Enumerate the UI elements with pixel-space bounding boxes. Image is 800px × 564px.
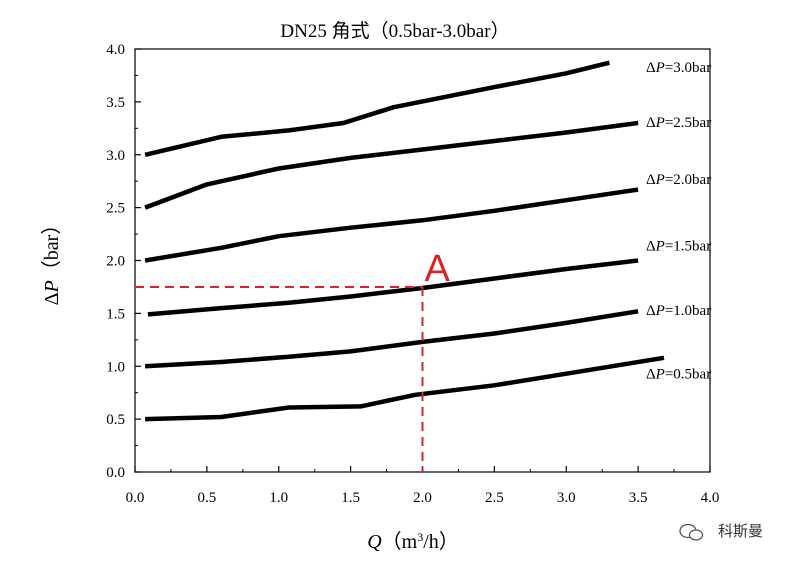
y-tick-label: 2.0 xyxy=(106,254,125,270)
series-line xyxy=(144,120,639,210)
y-tick-label: 1.5 xyxy=(106,306,125,322)
x-tick-label: 0.0 xyxy=(126,490,145,506)
y-tick-label: 0.0 xyxy=(106,465,125,481)
chart-title: DN25 角式（0.5bar-3.0bar） xyxy=(280,20,509,42)
x-tick-label: 3.0 xyxy=(557,490,576,506)
x-tick-label: 2.5 xyxy=(485,490,504,506)
x-tick-label: 2.0 xyxy=(413,490,432,506)
annotation-group: A xyxy=(135,248,451,472)
wechat-icon xyxy=(679,523,704,541)
series-line xyxy=(145,355,665,422)
y-tick-label: 4.0 xyxy=(106,42,125,58)
x-tick-label: 3.5 xyxy=(629,490,648,506)
series-line xyxy=(144,60,610,157)
y-tick-label: 3.5 xyxy=(106,95,125,111)
series-label: ΔP=3.0bar xyxy=(646,60,711,76)
axis-ticks: 0.0 0.5 1.0 1.5 2.0 2.5 3.0 3.5 4.0 0.0 0.5 1.0 1.5 2… xyxy=(106,42,719,506)
series-label: ΔP=2.5bar xyxy=(646,115,711,131)
series-group xyxy=(144,60,665,422)
watermark: 科斯曼 xyxy=(679,522,763,541)
y-axis-title: ΔP（bar） xyxy=(40,215,63,306)
x-axis-title: Q（m3/h） xyxy=(367,530,459,553)
series-label: ΔP=1.0bar xyxy=(646,303,711,319)
series-line xyxy=(144,187,639,263)
y-tick-label: 3.0 xyxy=(106,148,125,164)
x-tick-label: 0.5 xyxy=(198,490,217,506)
x-tick-label: 4.0 xyxy=(701,490,720,506)
series-label: ΔP=2.0bar xyxy=(646,172,711,188)
y-tick-label: 0.5 xyxy=(106,412,125,428)
series-line xyxy=(144,309,639,369)
y-tick-label: 2.5 xyxy=(106,201,125,217)
x-tick-label: 1.5 xyxy=(341,490,360,506)
series-label: ΔP=1.5bar xyxy=(646,239,711,255)
y-tick-label: 1.0 xyxy=(106,359,125,375)
x-tick-label: 1.0 xyxy=(269,490,288,506)
watermark-text: 科斯曼 xyxy=(718,522,763,540)
series-labels: ΔP=0.5bar ΔP=1.0bar ΔP=1.5bar ΔP=2.0bar ΔP=2… xyxy=(646,60,711,383)
annotation-label: A xyxy=(425,248,451,290)
series-label: ΔP=0.5bar xyxy=(646,367,711,383)
series-line xyxy=(147,258,639,317)
